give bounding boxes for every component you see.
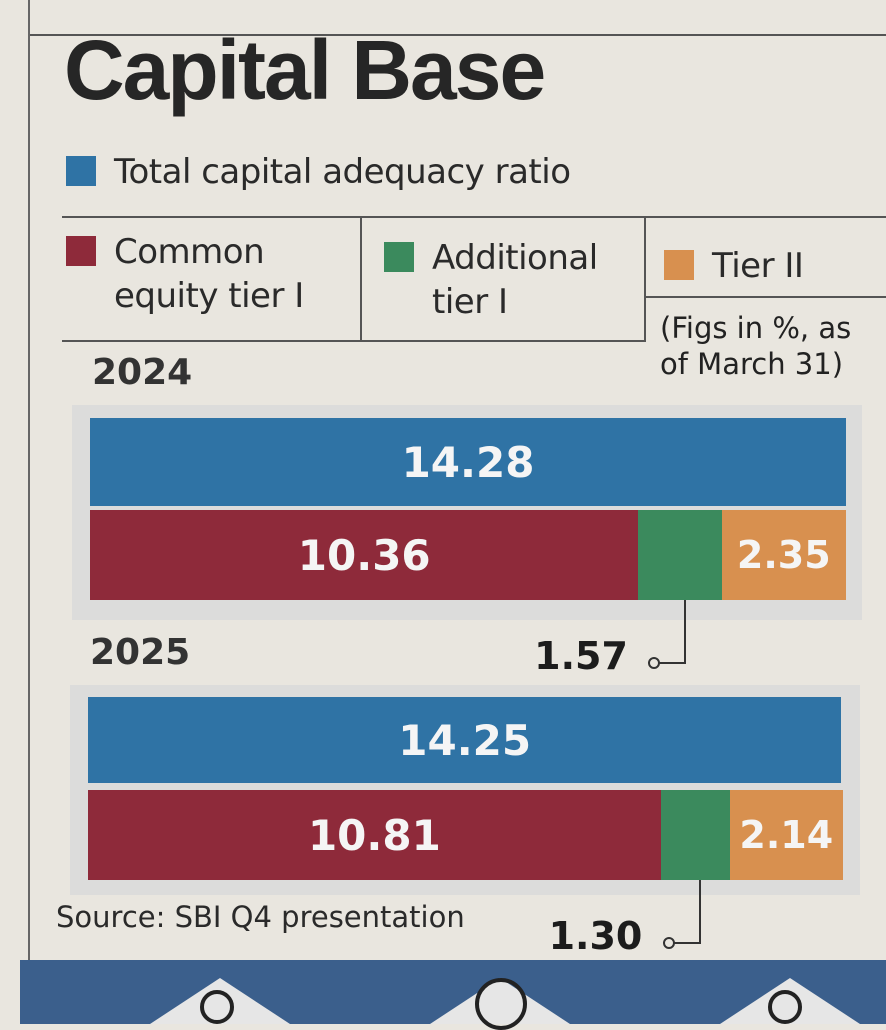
value-tier2-2024: 2.35	[736, 533, 831, 577]
bar-at1-2024	[638, 510, 722, 600]
units-note: (Figs in %, as of March 31)	[660, 311, 852, 381]
bottom-image-strip	[20, 960, 886, 1030]
bar-total-2025: 14.25	[88, 697, 842, 783]
value-at1-2024: 1.57	[534, 634, 628, 678]
left-frame-rule	[28, 0, 30, 960]
bar-tier2-2025: 2.14	[729, 790, 843, 880]
at1-connector-2024	[658, 600, 687, 664]
value-total-2025: 14.25	[398, 715, 532, 765]
value-tier2-2025: 2.14	[739, 813, 834, 857]
legend-swatch-at1	[384, 242, 414, 272]
bar-cet1-2025: 10.81	[88, 790, 661, 880]
legend-label-at1: Additional tier I	[432, 238, 598, 322]
legend-swatch-tier2	[664, 250, 694, 280]
at1-connector-dot-2025	[662, 937, 675, 949]
value-total-2024: 14.28	[401, 437, 535, 487]
legend-label-tier2: Tier II	[712, 246, 804, 286]
at1-connector-dot-2024	[648, 657, 661, 669]
legend-label-cet1: Common equity tier I	[114, 232, 304, 316]
legend-swatch-total	[66, 156, 96, 186]
at1-connector-2025	[672, 880, 701, 944]
legend-item-tier2: Tier II	[664, 244, 804, 288]
year-label-2025: 2025	[90, 632, 191, 673]
legend-swatch-cet1	[66, 236, 96, 266]
legend-divider-top	[62, 216, 886, 218]
legend-label-total: Total capital adequacy ratio	[114, 152, 571, 192]
source-note: Source: SBI Q4 presentation	[56, 900, 465, 934]
legend-item-at1: Additional tier I	[384, 236, 598, 324]
year-label-2024: 2024	[92, 352, 193, 393]
legend-divider-1	[360, 218, 362, 340]
top-frame-rule	[30, 0, 886, 36]
legend-divider-bottom	[62, 340, 646, 342]
chart-title: Capital Base	[64, 23, 546, 117]
legend-item-cet1: Common equity tier I	[66, 230, 304, 318]
bar-at1-2025	[660, 790, 730, 880]
decorative-ring	[475, 978, 527, 1030]
decorative-ring	[200, 990, 234, 1024]
bar-total-2024: 14.28	[90, 418, 846, 506]
decorative-ring	[768, 990, 802, 1024]
bar-tier2-2024: 2.35	[721, 510, 846, 600]
value-cet1-2025: 10.81	[307, 810, 441, 860]
value-cet1-2024: 10.36	[297, 530, 431, 580]
legend-divider-tier2	[646, 296, 886, 298]
legend-item-total: Total capital adequacy ratio	[66, 150, 571, 194]
value-at1-2025: 1.30	[548, 914, 643, 958]
legend-divider-2	[644, 218, 646, 340]
bar-cet1-2024: 10.36	[90, 510, 639, 600]
